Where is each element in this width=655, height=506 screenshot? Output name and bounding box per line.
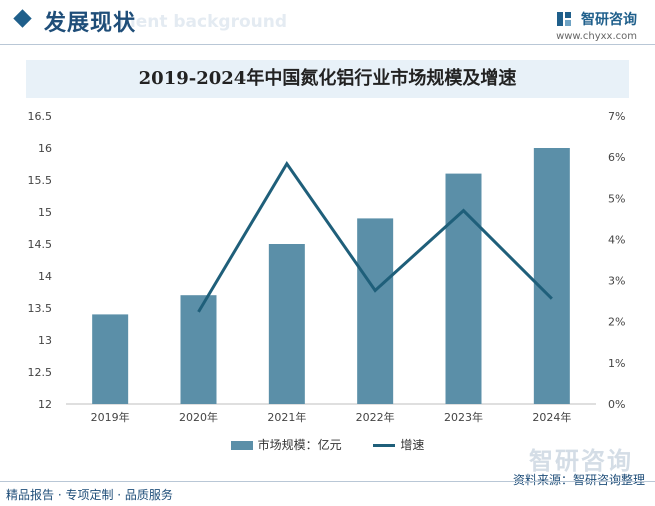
x-tick-label: 2022年 (356, 410, 395, 424)
page-title: 发展现状 (44, 11, 137, 36)
legend-item-growth: 增速 (373, 436, 424, 453)
y-left-tick-label: 14 (38, 270, 52, 283)
x-tick-label: 2020年 (179, 410, 218, 424)
bar (92, 314, 129, 404)
legend-swatch-bar (230, 441, 253, 450)
y-left-tick-label: 14.5 (28, 238, 53, 251)
header-divider (0, 44, 655, 45)
legend: 市场规模：亿元 增速 (0, 436, 655, 453)
y-left-tick-label: 13.5 (28, 302, 53, 315)
brand-name: 智研咨询 (581, 11, 637, 28)
x-tick-label: 2021年 (267, 410, 306, 424)
brand-logo-icon (556, 11, 571, 26)
y-right-tick-label: 7% (608, 110, 625, 123)
footer-divider (0, 481, 655, 482)
legend-item-market-size: 市场规模：亿元 (230, 436, 342, 453)
footer-slogan: 精品报告 · 专项定制 · 品质服务 (6, 488, 173, 502)
x-tick-label: 2019年 (91, 410, 130, 424)
legend-label-growth: 增速 (400, 438, 425, 452)
y-right-tick-label: 1% (608, 357, 625, 370)
y-left-tick-label: 16.5 (28, 110, 53, 123)
y-right-tick-label: 0% (608, 398, 625, 411)
y-right-tick-label: 6% (608, 151, 625, 164)
legend-label-market-size: 市场规模：亿元 (257, 438, 342, 452)
chart: 12 12.5 13 13.5 14 14.5 15 15.5 16 16.5 0% 1% 2% 3% 4%… (28, 110, 626, 424)
y-left-tick-label: 12.5 (28, 366, 53, 379)
x-tick-label: 2023年 (444, 410, 483, 424)
y-right-tick-label: 5% (608, 192, 625, 205)
bar (533, 148, 570, 404)
y-right-tick-label: 4% (608, 233, 625, 246)
y-left-tick-label: 15 (38, 206, 52, 219)
legend-swatch-line (373, 444, 396, 447)
bar (180, 295, 217, 404)
growth-line (197, 160, 553, 313)
header: ment background 发展现状 智研咨询 www.chyxx.com (0, 0, 655, 44)
y-right-tick-label: 3% (608, 275, 625, 288)
bar (357, 218, 394, 404)
bar (268, 244, 305, 404)
brand-url: www.chyxx.com (556, 30, 637, 42)
header-background-text: ment background (118, 12, 288, 32)
y-left-tick-label: 12 (38, 398, 52, 411)
y-right-tick-label: 2% (608, 316, 625, 329)
chart-title: 2019-2024年中国氮化铝行业市场规模及增速 (26, 60, 629, 98)
watermark: 智研咨询 (529, 447, 633, 475)
x-tick-label: 2024年 (532, 410, 571, 424)
y-left-tick-label: 15.5 (28, 174, 53, 187)
source-note: 资料来源：智研咨询整理 (512, 473, 645, 487)
bar (445, 173, 482, 404)
y-left-tick-label: 13 (38, 334, 52, 347)
brand: 智研咨询 www.chyxx.com (556, 8, 637, 42)
y-left-tick-label: 16 (38, 142, 52, 155)
